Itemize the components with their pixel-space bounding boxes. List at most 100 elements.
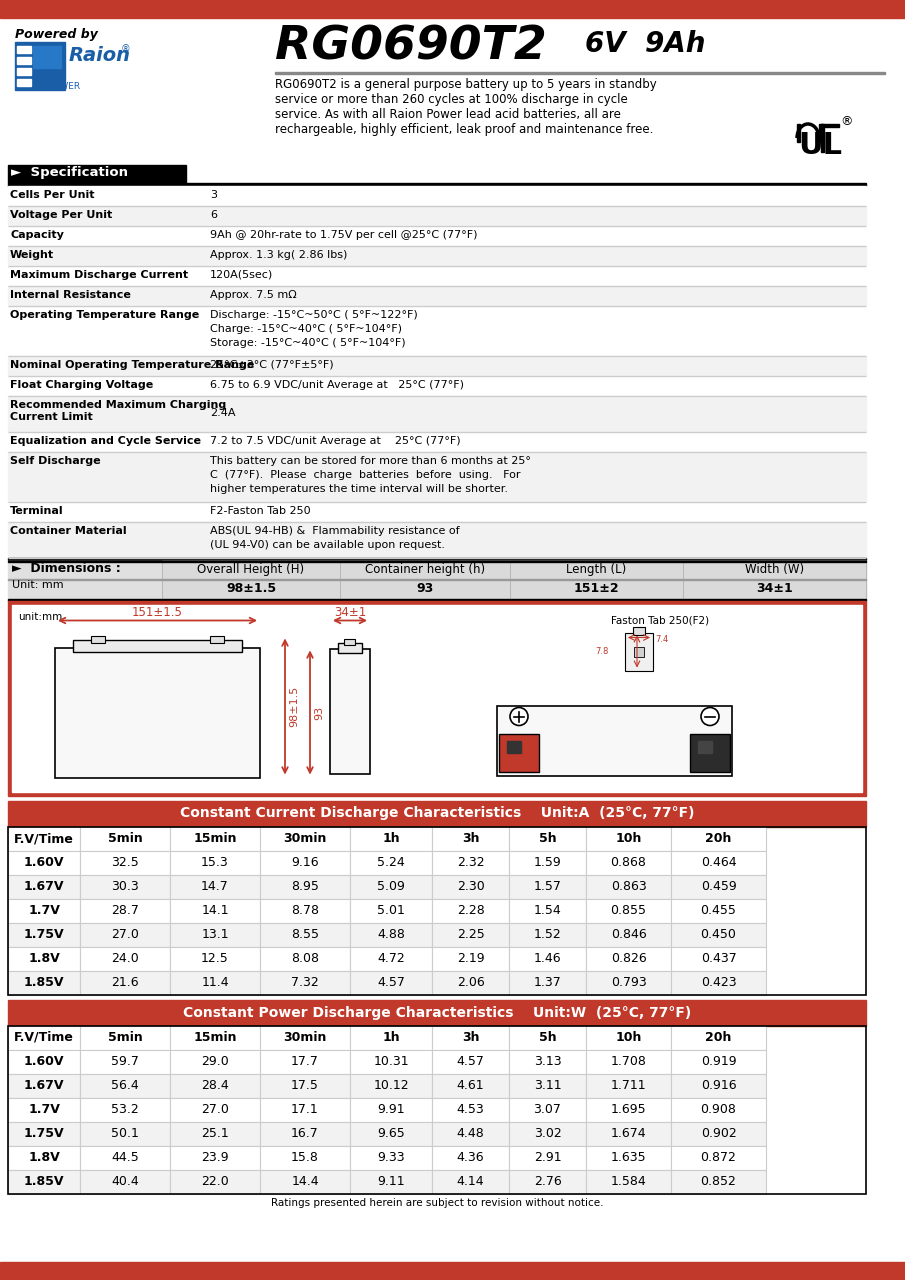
Bar xyxy=(80,946,170,970)
Text: 3h: 3h xyxy=(462,1030,480,1044)
Bar xyxy=(170,850,260,874)
Bar xyxy=(8,827,866,995)
Bar xyxy=(586,1146,671,1170)
Bar xyxy=(671,827,766,850)
Bar xyxy=(260,899,350,923)
Text: 6: 6 xyxy=(210,210,217,219)
Text: 3.02: 3.02 xyxy=(534,1126,561,1140)
Text: 13.1: 13.1 xyxy=(201,928,229,941)
Text: 10.31: 10.31 xyxy=(373,1055,409,1068)
Text: 9.16: 9.16 xyxy=(291,856,319,869)
Bar xyxy=(350,1121,432,1146)
Text: 9Ah @ 20hr-rate to 1.75V per cell @25°C (77°F): 9Ah @ 20hr-rate to 1.75V per cell @25°C … xyxy=(210,229,478,239)
Bar xyxy=(260,946,350,970)
Bar xyxy=(170,827,260,850)
Text: 17.7: 17.7 xyxy=(291,1055,319,1068)
Bar xyxy=(432,923,509,946)
Text: ®: ® xyxy=(121,44,130,54)
Text: 14.4: 14.4 xyxy=(291,1175,319,1188)
Text: 20h: 20h xyxy=(705,1030,731,1044)
Text: 11.4: 11.4 xyxy=(201,975,229,989)
Bar xyxy=(586,874,671,899)
Bar xyxy=(432,1025,509,1050)
Bar xyxy=(8,183,866,186)
Bar xyxy=(275,72,885,73)
Bar xyxy=(8,600,866,795)
Bar xyxy=(80,1074,170,1097)
Bar xyxy=(73,640,242,652)
Bar xyxy=(509,923,586,946)
Bar xyxy=(8,186,866,206)
Text: 5.09: 5.09 xyxy=(377,881,405,893)
Bar xyxy=(671,970,766,995)
Text: 1.67V: 1.67V xyxy=(24,881,64,893)
Bar xyxy=(797,124,800,142)
Text: ABS(UL 94-HB) &  Flammability resistance of: ABS(UL 94-HB) & Flammability resistance … xyxy=(210,526,460,536)
Bar xyxy=(819,124,822,142)
Text: Faston Tab 250(F2): Faston Tab 250(F2) xyxy=(611,616,709,626)
Bar xyxy=(8,356,866,375)
Text: 15min: 15min xyxy=(194,832,237,845)
Text: 16.7: 16.7 xyxy=(291,1126,319,1140)
Text: Overall Height (H): Overall Height (H) xyxy=(197,562,305,576)
Bar xyxy=(350,899,432,923)
Bar xyxy=(350,946,432,970)
Text: 1.695: 1.695 xyxy=(611,1103,646,1116)
Bar xyxy=(17,68,31,76)
Text: 0.455: 0.455 xyxy=(700,904,737,916)
Text: 5h: 5h xyxy=(538,1030,557,1044)
Text: 7.2 to 7.5 VDC/unit Average at    25°C (77°F): 7.2 to 7.5 VDC/unit Average at 25°C (77°… xyxy=(210,435,461,445)
Bar xyxy=(586,1170,671,1193)
Bar xyxy=(432,1074,509,1097)
Bar xyxy=(509,1121,586,1146)
Bar xyxy=(8,850,80,874)
Bar xyxy=(8,306,866,356)
Bar xyxy=(8,1170,80,1193)
Text: 0.793: 0.793 xyxy=(611,975,646,989)
Text: higher temperatures the time interval will be shorter.: higher temperatures the time interval wi… xyxy=(210,485,508,494)
Bar xyxy=(8,1074,80,1097)
Text: 0.459: 0.459 xyxy=(700,881,737,893)
Bar xyxy=(8,1000,866,1025)
Text: 29.0: 29.0 xyxy=(201,1055,229,1068)
Text: UL: UL xyxy=(798,131,842,160)
Bar xyxy=(170,874,260,899)
Bar xyxy=(8,923,80,946)
Bar xyxy=(671,923,766,946)
Text: 1.46: 1.46 xyxy=(534,952,561,965)
Bar xyxy=(33,72,61,88)
Bar xyxy=(690,733,730,772)
Bar xyxy=(586,946,671,970)
Text: 2.06: 2.06 xyxy=(457,975,484,989)
Text: 1.708: 1.708 xyxy=(611,1055,646,1068)
Text: 1.37: 1.37 xyxy=(534,975,561,989)
Bar xyxy=(260,1170,350,1193)
Bar xyxy=(80,1170,170,1193)
Bar xyxy=(8,452,866,502)
Bar xyxy=(260,1025,350,1050)
Bar xyxy=(821,124,839,127)
Bar xyxy=(170,1025,260,1050)
Bar xyxy=(8,265,866,285)
Bar xyxy=(586,899,671,923)
Text: 15.8: 15.8 xyxy=(291,1151,319,1164)
Text: 1.7V: 1.7V xyxy=(28,1103,60,1116)
Text: 3.11: 3.11 xyxy=(534,1079,561,1092)
Bar xyxy=(170,899,260,923)
Text: 0.863: 0.863 xyxy=(611,881,646,893)
Text: 24.0: 24.0 xyxy=(111,952,138,965)
Text: (UL 94-V0) can be available upon request.: (UL 94-V0) can be available upon request… xyxy=(210,540,445,550)
Text: Powered by: Powered by xyxy=(15,28,98,41)
Text: 2.28: 2.28 xyxy=(457,904,484,916)
Bar xyxy=(260,970,350,995)
Bar xyxy=(0,0,905,18)
Text: 3h: 3h xyxy=(462,832,480,845)
Text: Length (L): Length (L) xyxy=(567,562,626,576)
Text: 2.25: 2.25 xyxy=(457,928,484,941)
Bar xyxy=(671,1050,766,1074)
Bar xyxy=(8,165,186,183)
Bar xyxy=(260,874,350,899)
Text: 1.75V: 1.75V xyxy=(24,928,64,941)
Bar xyxy=(625,632,653,671)
Bar xyxy=(17,79,31,86)
